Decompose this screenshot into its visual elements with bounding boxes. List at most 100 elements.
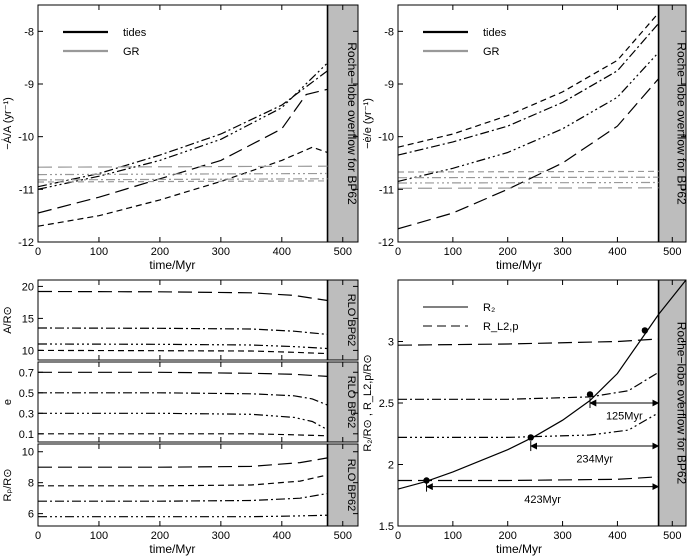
series-dash3dot (38, 412, 328, 431)
rlo-shade (658, 5, 686, 242)
rlo-label: RLO BP62 (345, 459, 357, 512)
panel-p3c: RLO BP62 0 100 200 300 400 500 6 8 10 time/Myr Rₚ/R… (2, 443, 359, 556)
series-tides-dashdot (38, 70, 328, 188)
x-tick-label: 500 (663, 530, 681, 542)
series-RL-longdash-bottom (398, 476, 659, 482)
legend-label: tides (123, 27, 147, 39)
x-tick-label: 200 (151, 530, 169, 542)
plot-frame (37, 361, 359, 443)
y-axis-label: R₂/R⊙ , R_L2,p/R⊙ (362, 354, 374, 451)
x-tick-label: 100 (90, 530, 108, 542)
plot-frame (37, 443, 359, 527)
series-shortdash (38, 474, 328, 487)
series-tides-longdash (38, 88, 328, 214)
series-tides-dashdot (398, 23, 660, 156)
y-tick-label: 3 (388, 337, 394, 349)
series-GR-shortdash (398, 170, 659, 173)
x-tick-label: 300 (212, 246, 230, 258)
x-tick-label: 300 (553, 246, 571, 258)
rlo-label: RLO BP62 (345, 294, 357, 347)
x-tick-label: 0 (35, 530, 41, 542)
x-tick-label: 500 (334, 246, 352, 258)
y-tick-label: 10 (22, 447, 34, 459)
series-GR-longdash (38, 165, 328, 168)
legend-label: R_L2,p (483, 321, 518, 333)
x-tick-label: 200 (151, 246, 169, 258)
panel-p3b: RLO BP62 0.1 0.3 0.5 0.7 e (2, 361, 359, 443)
y-axis-label: −Ȧ/A (yr⁻¹) (1, 97, 14, 150)
x-tick-label: 400 (608, 246, 626, 258)
rlo-label: Roche−lobe overflow for BP62 (345, 42, 359, 205)
y-tick-label: -8 (384, 26, 394, 38)
y-tick-label: -11 (19, 184, 34, 196)
y-tick-label: -10 (378, 132, 394, 144)
series-dash3dot (38, 514, 328, 518)
panel-p1: Roche−lobe overflow for BP62 0 100 200 300 40… (1, 4, 359, 272)
y-tick-label: -8 (24, 26, 34, 38)
x-tick-label: 200 (499, 530, 517, 542)
x-axis-label: time/Myr (149, 258, 195, 272)
rlo-shade (327, 280, 358, 360)
x-tick-label: 0 (395, 246, 401, 258)
series-tides-shortdash (398, 12, 660, 148)
marker-dot (586, 391, 594, 398)
series-GR-dashdot (398, 176, 659, 179)
y-tick-label: 2 (388, 460, 394, 472)
legend-label: GR (123, 46, 140, 58)
y-tick-label: 0.1 (19, 429, 34, 441)
series-shortdash (38, 349, 328, 355)
x-tick-label: 300 (553, 530, 571, 542)
series-R2 (398, 280, 686, 490)
panel-p2: Roche−lobe overflow for BP62 0 100 200 300 40… (362, 4, 688, 272)
y-tick-label: -9 (384, 79, 394, 91)
series-GR-dashdot (38, 178, 328, 181)
series-GR-longdash (398, 187, 659, 189)
series-GR-shortdash (38, 180, 328, 183)
rlo-label: Roche−lobe overflow for BP62 (674, 42, 688, 205)
x-axis-label: time/Myr (149, 542, 195, 556)
x-tick-label: 0 (395, 530, 401, 542)
x-tick-label: 100 (90, 246, 108, 258)
series-dash3dot (38, 343, 328, 350)
plot-frame (397, 4, 687, 243)
plot-frame (37, 279, 359, 361)
series-RL-dashdot (398, 371, 659, 400)
x-tick-label: 100 (444, 530, 462, 542)
y-tick-label: 15 (22, 313, 34, 325)
y-tick-label: -10 (18, 132, 34, 144)
marker-dot (641, 327, 649, 334)
y-axis-label: Rₚ/R⊙ (2, 469, 14, 502)
series-tides-longdash (398, 78, 660, 230)
y-tick-label: 1.5 (379, 521, 394, 533)
rlo-shade (327, 444, 358, 526)
x-axis-label: time/Myr (496, 542, 542, 556)
arrow-label: 234Myr (576, 453, 613, 465)
x-tick-label: 200 (499, 246, 517, 258)
series-dashdot (38, 492, 328, 502)
y-tick-label: 2.5 (379, 398, 394, 410)
arrow-label: 125Myr (606, 410, 643, 422)
y-tick-label: 10 (22, 345, 34, 357)
y-tick-label: 0.7 (19, 367, 34, 379)
series-RL-longdash-top (398, 338, 659, 346)
x-axis-label: time/Myr (496, 258, 542, 272)
series-GR-dash3dot (398, 181, 659, 184)
rlo-label: RLO BP62 (345, 376, 357, 429)
x-tick-label: 500 (334, 530, 352, 542)
y-tick-label: -9 (24, 79, 34, 91)
series-GR-dash3dot (38, 172, 328, 176)
x-tick-label: 500 (663, 246, 681, 258)
rlo-shade (327, 362, 358, 442)
rlo-shade (327, 5, 358, 242)
panel-p3a: RLO BP62 10 15 20 A/R⊙ (2, 279, 359, 361)
y-axis-label: −ė/e (yr⁻¹) (362, 98, 374, 149)
series-tides-dash3dot (38, 62, 328, 190)
y-tick-label: 0.3 (19, 408, 34, 420)
marker-dot (423, 477, 430, 484)
marker-dot (527, 434, 534, 441)
x-tick-label: 300 (212, 530, 230, 542)
y-tick-label: 0.5 (19, 388, 34, 400)
legend-label: GR (483, 46, 500, 58)
